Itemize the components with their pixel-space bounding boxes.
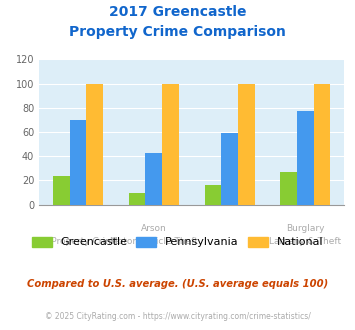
Text: Arson: Arson <box>141 224 166 233</box>
Bar <box>146 152 162 205</box>
Text: Motor Vehicle Theft: Motor Vehicle Theft <box>110 237 198 246</box>
Bar <box>280 172 297 205</box>
Text: 2017 Greencastle: 2017 Greencastle <box>109 5 246 19</box>
Bar <box>238 83 255 205</box>
Bar <box>297 112 314 205</box>
Bar <box>204 185 221 205</box>
Bar <box>86 83 103 205</box>
Bar <box>221 133 238 205</box>
Bar <box>314 83 331 205</box>
Bar <box>70 120 86 205</box>
Text: All Property Crime: All Property Crime <box>37 237 119 246</box>
Bar <box>162 83 179 205</box>
Legend: Greencastle, Pennsylvania, National: Greencastle, Pennsylvania, National <box>32 237 323 247</box>
Bar <box>53 176 70 205</box>
Text: Larceny & Theft: Larceny & Theft <box>269 237 342 246</box>
Text: © 2025 CityRating.com - https://www.cityrating.com/crime-statistics/: © 2025 CityRating.com - https://www.city… <box>45 312 310 321</box>
Text: Property Crime Comparison: Property Crime Comparison <box>69 25 286 39</box>
Bar <box>129 192 146 205</box>
Text: Compared to U.S. average. (U.S. average equals 100): Compared to U.S. average. (U.S. average … <box>27 279 328 289</box>
Text: Burglary: Burglary <box>286 224 325 233</box>
